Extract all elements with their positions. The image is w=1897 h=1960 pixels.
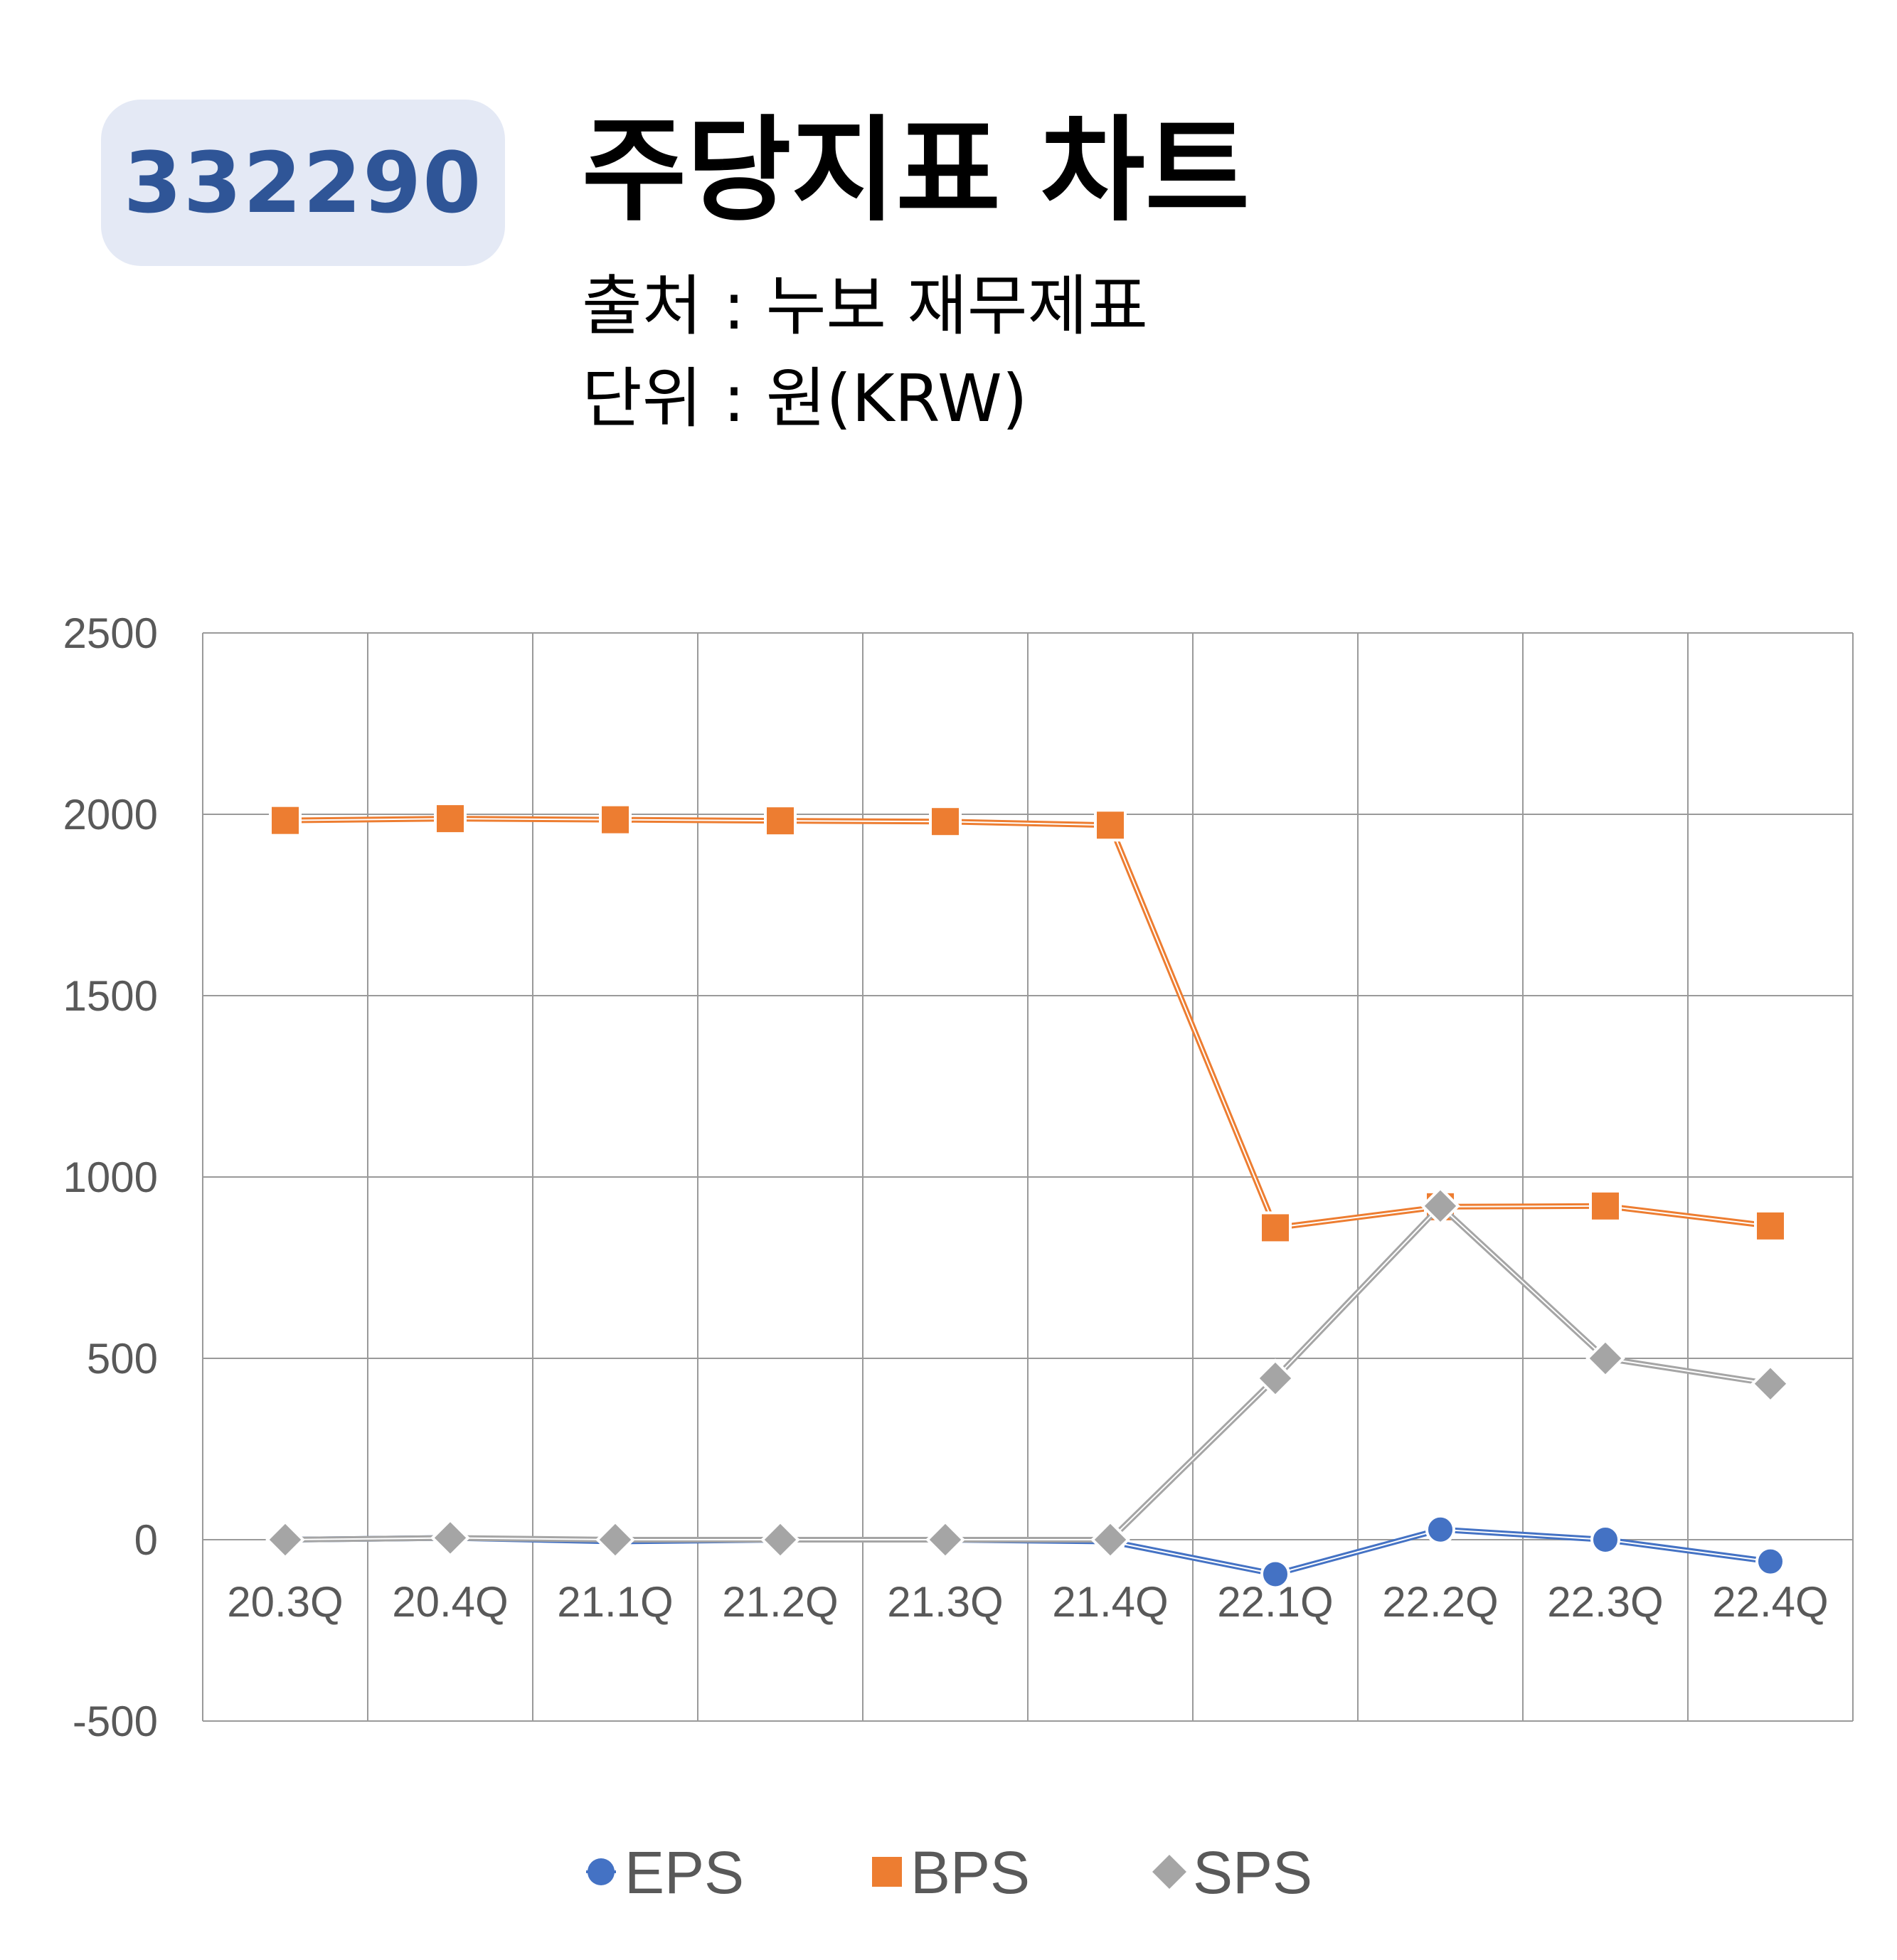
y-tick-label: 500 [87,1335,158,1383]
legend-marker-bps [872,1857,902,1887]
sps-point [430,1518,470,1558]
sps-point [1255,1358,1295,1398]
eps-point [1590,1525,1620,1555]
series-line-highlight-bps [285,818,1771,1229]
eps-point [1260,1559,1290,1589]
y-tick-label: 1000 [63,1154,158,1201]
x-tick-label: 21.1Q [557,1578,673,1626]
bps-point [599,803,632,836]
legend-label-sps: SPS [1193,1839,1312,1906]
x-tick-label: 21.4Q [1052,1578,1168,1626]
sps-point [1750,1363,1790,1404]
x-tick-label: 20.3Q [227,1578,343,1626]
stock-code: 332290 [123,134,483,232]
y-tick-label: 1500 [63,972,158,1020]
legend-marker-eps [588,1858,615,1885]
x-tick-label: 22.3Q [1547,1578,1663,1626]
bps-point [1754,1209,1787,1242]
bps-point [1094,809,1127,842]
sps-point [1420,1186,1460,1226]
y-tick-label: 2500 [63,609,158,657]
bps-point [1259,1211,1292,1245]
bps-point [269,804,302,837]
y-tick-label: 2000 [63,791,158,838]
x-tick-label: 21.3Q [887,1578,1003,1626]
legend-label-eps: EPS [625,1839,744,1906]
stock-code-badge: 332290 [101,100,505,266]
sps-point [760,1520,800,1560]
chart-title: 주당지표 차트 [582,104,1250,237]
bps-point [434,802,467,836]
sps-point [925,1520,965,1560]
eps-point [1755,1546,1785,1577]
x-tick-label: 22.4Q [1712,1578,1828,1626]
bps-point [764,804,797,838]
series-line-highlight-sps [285,1205,1771,1540]
x-tick-label: 21.2Q [722,1578,838,1626]
eps-point [1425,1514,1455,1545]
sps-point [595,1520,635,1560]
sps-point [265,1520,305,1560]
bps-point [1589,1189,1622,1223]
y-tick-label: -500 [73,1698,158,1745]
legend-label-bps: BPS [910,1839,1030,1906]
unit-label: 단위 : 원(KRW) [582,361,1028,437]
sps-point [1090,1520,1130,1560]
x-tick-label: 22.2Q [1382,1578,1498,1626]
x-tick-label: 20.4Q [392,1578,508,1626]
bps-point [929,805,962,838]
source-label: 출처 : 누보 재무제표 [582,268,1148,344]
legend-marker-sps [1152,1855,1186,1889]
sps-point [1585,1338,1625,1378]
y-tick-label: 0 [134,1516,158,1564]
